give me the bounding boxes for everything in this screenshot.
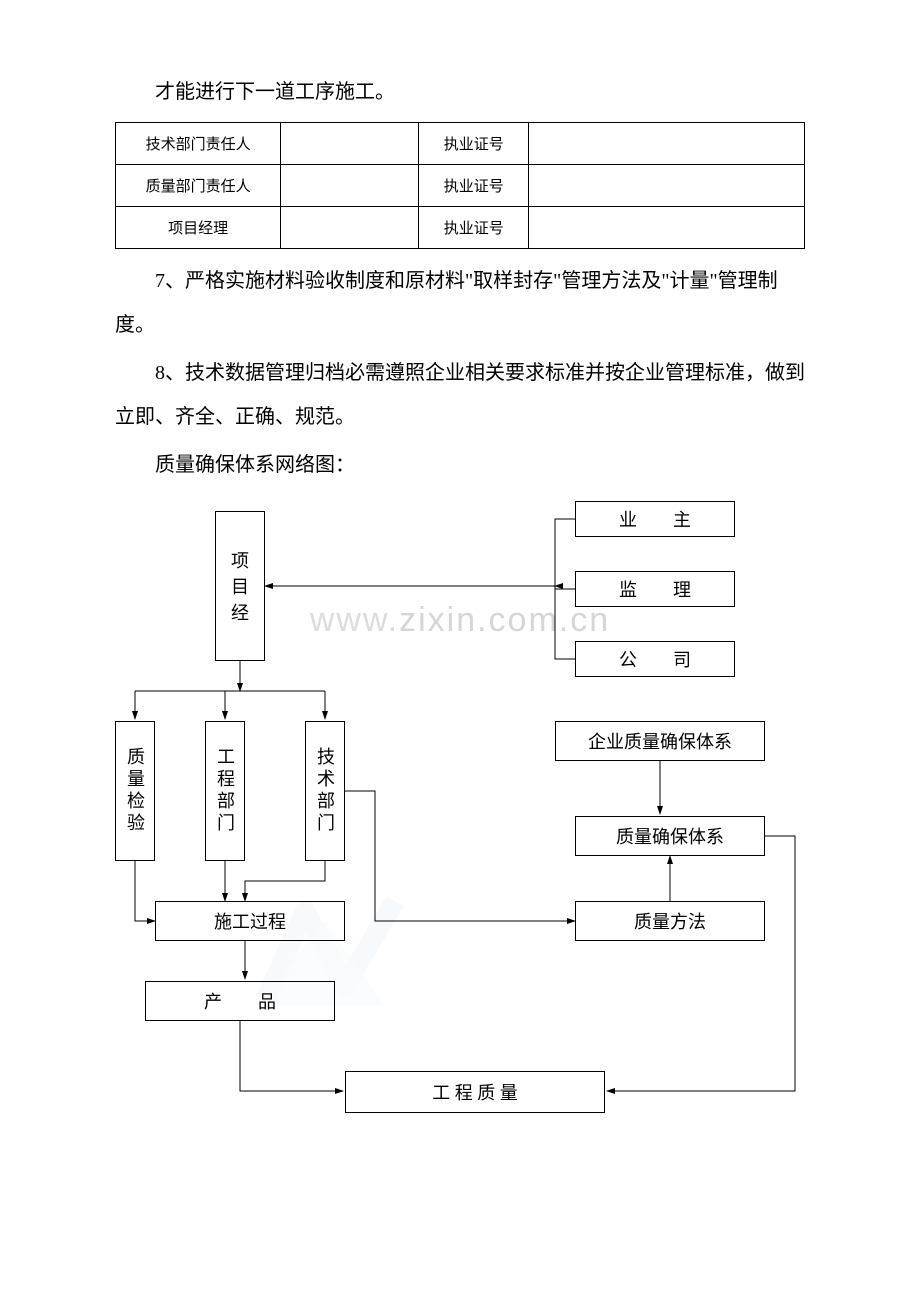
node-tech: 技术部门 [305, 721, 345, 861]
paragraph-8: 8、技术数据管理归档必需遵照企业相关要求标准并按企业管理标准，做到立即、齐全、正… [115, 351, 805, 439]
table-row: 技术部门责任人 执业证号 [116, 123, 805, 165]
node-sys: 质量确保体系 [575, 816, 765, 856]
table-cell [529, 123, 805, 165]
table-cell: 执业证号 [419, 165, 529, 207]
table-cell: 执业证号 [419, 123, 529, 165]
node-pm: 项 目 经 [215, 511, 265, 661]
paragraph-title: 质量确保体系网络图： [115, 443, 805, 487]
paragraph-cont: 才能进行下一道工序施工。 [115, 70, 805, 114]
diagram-edge [135, 861, 155, 921]
watermark-text: www.zixin.com.cn [310, 601, 610, 640]
signature-table: 技术部门责任人执业证号质量部门责任人执业证号项目经理执业证号 [115, 122, 805, 249]
paragraph-7: 7、严格实施材料验收制度和原材料"取样封存"管理方法及"计量"管理制度。 [115, 259, 805, 347]
table-cell [529, 207, 805, 249]
table-cell [281, 123, 419, 165]
node-ent: 企业质量确保体系 [555, 721, 765, 761]
node-method: 质量方法 [575, 901, 765, 941]
table-cell: 技术部门责任人 [116, 123, 281, 165]
node-eng: 工程部门 [205, 721, 245, 861]
node-proc: 施工过程 [155, 901, 345, 941]
node-super: 监 理 [575, 571, 735, 607]
node-quality: 工 程 质 量 [345, 1071, 605, 1113]
diagram-edge [607, 836, 795, 1091]
table-row: 质量部门责任人 执业证号 [116, 165, 805, 207]
node-company: 公 司 [575, 641, 735, 677]
table-cell [281, 165, 419, 207]
table-cell: 质量部门责任人 [116, 165, 281, 207]
table-cell: 执业证号 [419, 207, 529, 249]
node-qc: 质量检验 [115, 721, 155, 861]
node-prod: 产 品 [145, 981, 335, 1021]
table-row: 项目经理 执业证号 [116, 207, 805, 249]
quality-network-diagram: www.zixin.com.cn 项 目 经 业 主监 理公 司质量检验 工程部门 技… [115, 491, 805, 1131]
table-cell [529, 165, 805, 207]
table-cell [281, 207, 419, 249]
node-owner: 业 主 [575, 501, 735, 537]
diagram-edge [240, 1021, 343, 1091]
table-cell: 项目经理 [116, 207, 281, 249]
